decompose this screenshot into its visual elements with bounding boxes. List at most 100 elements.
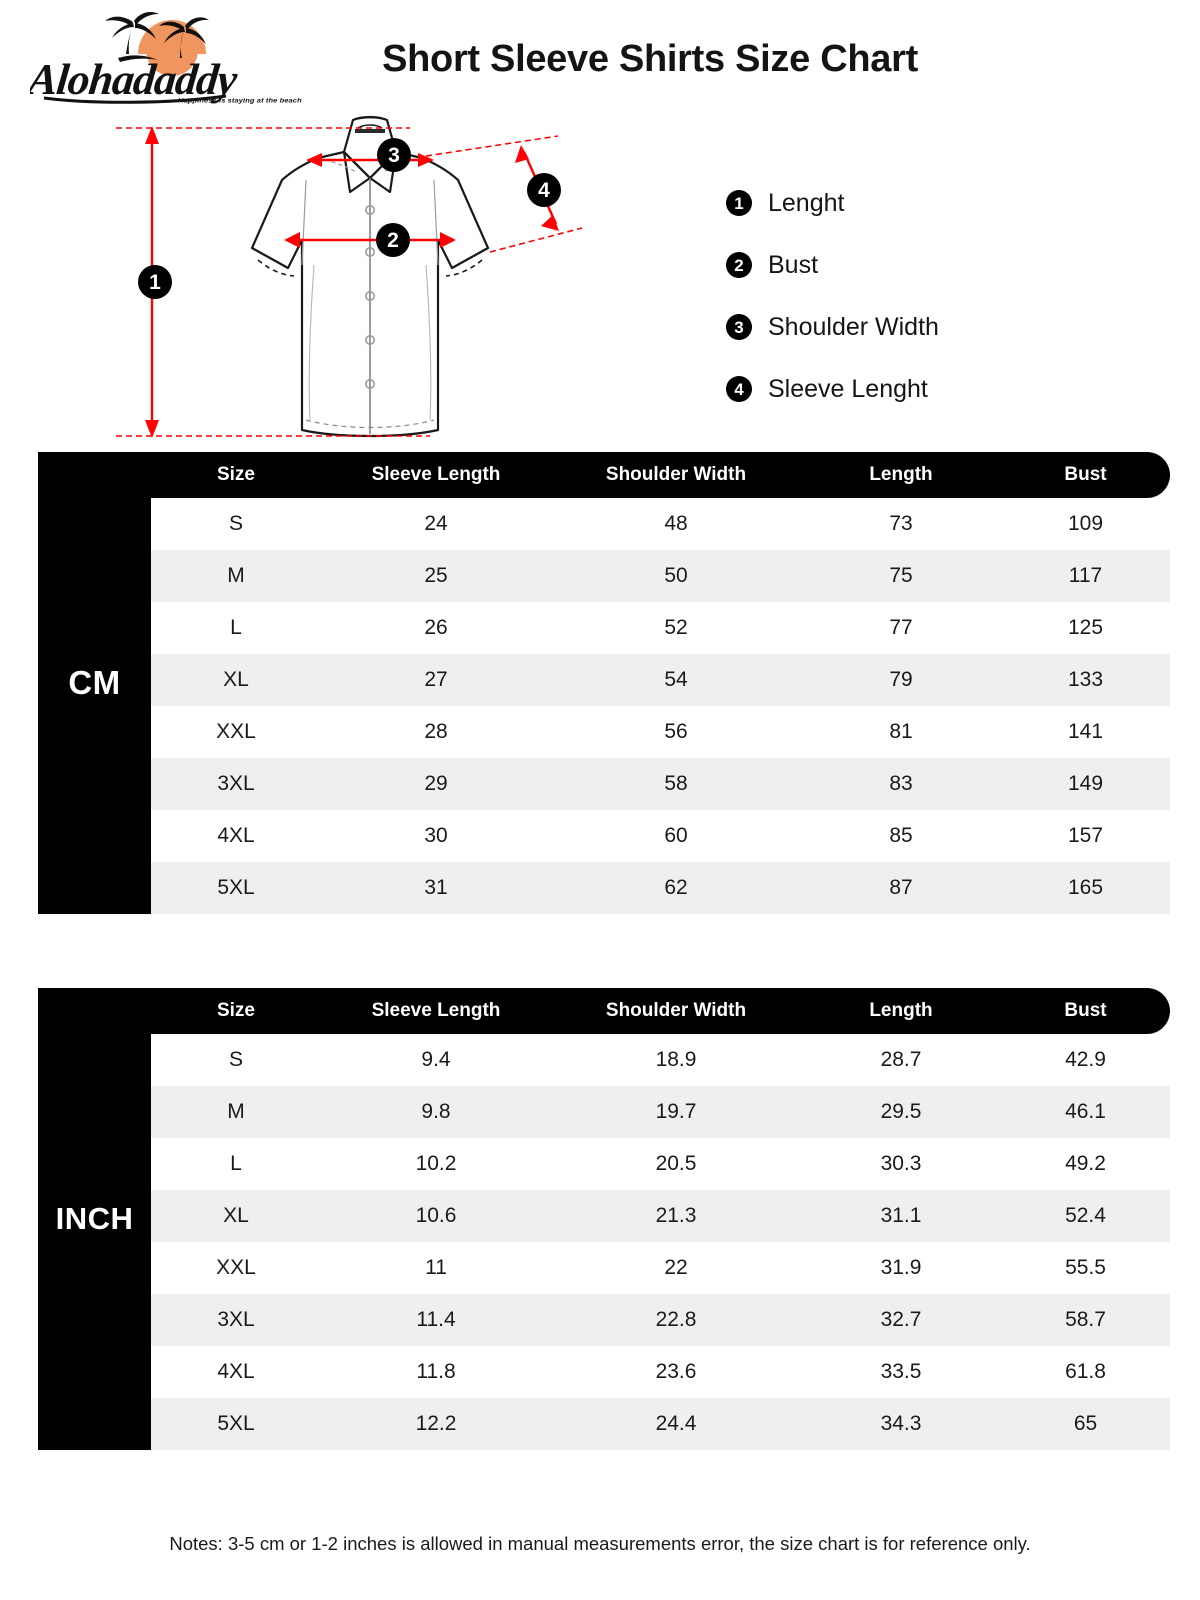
legend-badge-4: 4 <box>726 376 752 402</box>
cell-length: 73 <box>889 512 913 535</box>
cell-size: S <box>228 1048 243 1071</box>
cell-shoulder-width: 56 <box>664 720 688 743</box>
cell-shoulder-width: 20.5 <box>655 1152 697 1175</box>
column-header-length: Length <box>869 464 933 485</box>
cell-length: 81 <box>889 720 913 743</box>
legend-label-4: Sleeve Lenght <box>768 374 928 403</box>
cell-length: 34.3 <box>880 1412 922 1435</box>
cell-size: M <box>227 564 245 587</box>
cell-size: 5XL <box>217 1412 255 1435</box>
table-row: XXL 11 22 31.9 55.5 <box>151 1242 1170 1294</box>
cell-sleeve-length: 10.6 <box>415 1204 457 1227</box>
cell-shoulder-width: 22.8 <box>655 1308 697 1331</box>
cell-length: 29.5 <box>880 1100 922 1123</box>
cell-sleeve-length: 27 <box>424 668 448 691</box>
cell-bust: 42.9 <box>1065 1048 1106 1071</box>
table-body-cm: Size Sleeve Length Shoulder Width Length… <box>151 452 1170 914</box>
cell-length: 79 <box>889 668 913 691</box>
legend-label-1: Lenght <box>768 188 845 217</box>
cell-length: 32.7 <box>880 1308 922 1331</box>
table-header-row: Size Sleeve Length Shoulder Width Length… <box>151 452 1170 498</box>
legend-badge-1: 1 <box>726 190 752 216</box>
column-header-sleeve: Sleeve Length <box>371 464 501 485</box>
table-row: 5XL 12.2 24.4 34.3 65 <box>151 1398 1170 1450</box>
column-header-sleeve: Sleeve Length <box>371 1000 501 1021</box>
cell-bust: 117 <box>1068 564 1103 587</box>
table-row: XL 27 54 79 133 <box>151 654 1170 706</box>
cell-length: 83 <box>889 772 913 795</box>
cell-length: 31.9 <box>880 1256 922 1279</box>
cell-bust: 52.4 <box>1065 1204 1106 1227</box>
table-row: 3XL 11.4 22.8 32.7 58.7 <box>151 1294 1170 1346</box>
footer-note: Notes: 3-5 cm or 1-2 inches is allowed i… <box>169 1533 1031 1554</box>
cell-size: 4XL <box>217 1360 255 1383</box>
table-row: 4XL 11.8 23.6 33.5 61.8 <box>151 1346 1170 1398</box>
column-header-size: Size <box>216 464 256 485</box>
legend-item-sleeve-length: 4 Sleeve Lenght <box>726 358 1046 420</box>
cell-shoulder-width: 48 <box>664 512 688 535</box>
cell-bust: 165 <box>1067 876 1104 899</box>
cell-bust: 49.2 <box>1065 1152 1106 1175</box>
cell-size: 3XL <box>217 1308 255 1331</box>
cell-sleeve-length: 31 <box>424 876 448 899</box>
cell-size: L <box>230 1152 242 1175</box>
logo-tagline: Happiness is staying at the beach <box>178 96 302 105</box>
cell-length: 85 <box>889 824 913 847</box>
cell-length: 31.1 <box>880 1204 922 1227</box>
diagram-marker-3: 3 <box>377 138 411 172</box>
page-title: Short Sleeve Shirts Size Chart <box>382 38 918 80</box>
cell-bust: 133 <box>1067 668 1104 691</box>
cell-size: 3XL <box>217 772 255 795</box>
cell-sleeve-length: 9.4 <box>421 1048 451 1071</box>
legend-item-shoulder-width: 3 Shoulder Width <box>726 296 1046 358</box>
measurement-legend: 1 Lenght 2 Bust 3 Shoulder Width 4 Sleev… <box>726 172 1046 420</box>
cell-bust: 55.5 <box>1065 1256 1106 1279</box>
cell-bust: 65 <box>1073 1412 1098 1435</box>
size-table-cm: CM Size Sleeve Length Shoulder Width Len… <box>38 452 1170 914</box>
cell-shoulder-width: 21.3 <box>655 1204 697 1227</box>
cell-sleeve-length: 24 <box>424 512 448 535</box>
cell-size: L <box>230 616 242 639</box>
column-header-bust: Bust <box>1064 464 1107 485</box>
cell-shoulder-width: 62 <box>664 876 688 899</box>
cell-length: 87 <box>889 876 913 899</box>
cell-bust: 46.1 <box>1065 1100 1106 1123</box>
shirt-buttons <box>365 205 376 389</box>
svg-text:2: 2 <box>387 229 399 252</box>
cell-shoulder-width: 58 <box>664 772 688 795</box>
cell-sleeve-length: 10.2 <box>415 1152 457 1175</box>
cell-shoulder-width: 19.7 <box>655 1100 697 1123</box>
legend-badge-3: 3 <box>726 314 752 340</box>
cell-shoulder-width: 60 <box>664 824 688 847</box>
cell-length: 75 <box>889 564 913 587</box>
size-table-inch: INCH Size Sleeve Length Shoulder Width L… <box>38 988 1170 1450</box>
legend-item-length: 1 Lenght <box>726 172 1046 234</box>
column-header-shoulder: Shoulder Width <box>605 1000 747 1021</box>
cell-size: 4XL <box>217 824 255 847</box>
table-row: 3XL 29 58 83 149 <box>151 758 1170 810</box>
brand-logo: Alohadaddy Happiness is staying at the b… <box>30 8 302 108</box>
cell-size: M <box>227 1100 245 1123</box>
column-header-length: Length <box>869 1000 933 1021</box>
cell-sleeve-length: 12.2 <box>415 1412 457 1435</box>
table-header-row: Size Sleeve Length Shoulder Width Length… <box>151 988 1170 1034</box>
legend-label-3: Shoulder Width <box>768 312 939 341</box>
cell-length: 77 <box>889 616 913 639</box>
page-header: Alohadaddy Happiness is staying at the b… <box>0 0 1200 110</box>
cell-bust: 149 <box>1067 772 1104 795</box>
shirt-measurement-diagram: 1 2 3 4 <box>110 100 630 450</box>
cell-size: XL <box>223 1204 249 1227</box>
svg-text:1: 1 <box>149 271 161 294</box>
legend-item-bust: 2 Bust <box>726 234 1046 296</box>
cell-sleeve-length: 11 <box>425 1256 447 1279</box>
cell-shoulder-width: 54 <box>664 668 688 691</box>
cell-bust: 58.7 <box>1065 1308 1106 1331</box>
cell-bust: 141 <box>1067 720 1104 743</box>
cell-sleeve-length: 9.8 <box>421 1100 451 1123</box>
table-row: L 10.2 20.5 30.3 49.2 <box>151 1138 1170 1190</box>
cell-bust: 157 <box>1067 824 1104 847</box>
legend-badge-2: 2 <box>726 252 752 278</box>
cell-sleeve-length: 26 <box>424 616 448 639</box>
cell-size: 5XL <box>217 876 255 899</box>
